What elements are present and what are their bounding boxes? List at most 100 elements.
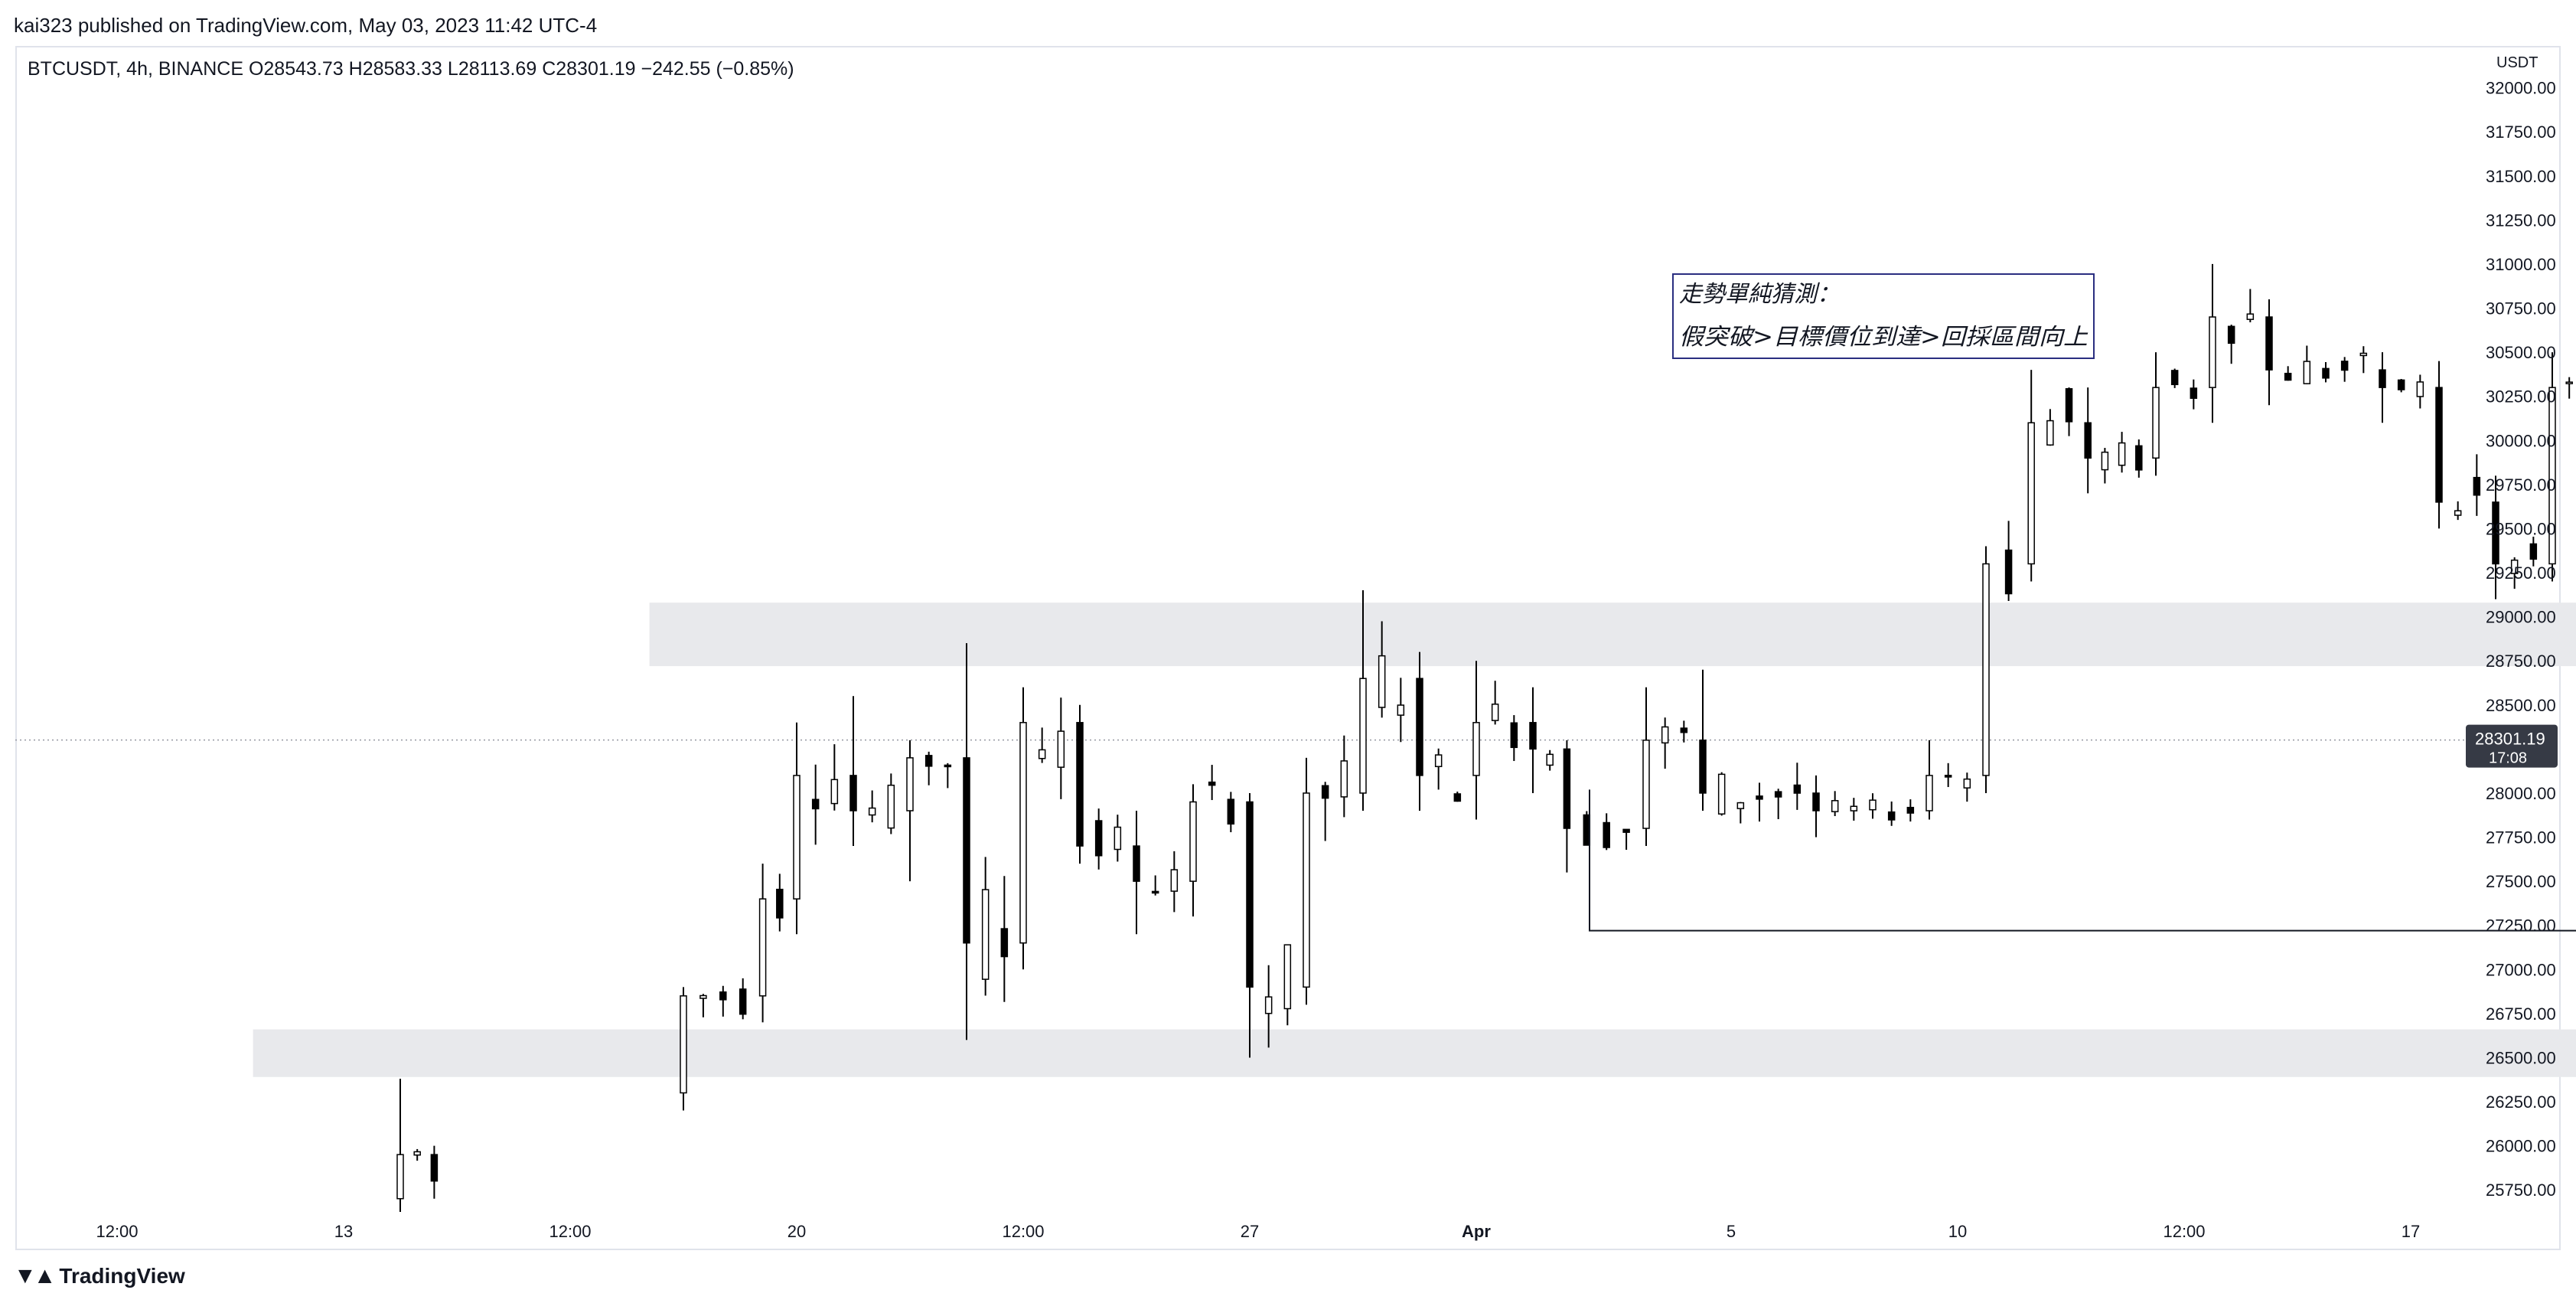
candle-body xyxy=(1283,944,1292,1010)
publisher-line: kai323 published on TradingView.com, May… xyxy=(14,14,598,37)
candle-body xyxy=(1303,792,1310,988)
x-tick-9: 10 xyxy=(1948,1222,1967,1241)
candle-body xyxy=(430,1154,439,1182)
candle-body xyxy=(1717,773,1726,815)
candle-60 xyxy=(1736,802,1745,824)
y-tick-12: 29250.00 xyxy=(2486,563,2556,583)
candle-42 xyxy=(1397,678,1405,743)
candle-body xyxy=(2084,422,2092,459)
candle-body xyxy=(868,807,876,816)
candle-body xyxy=(1472,722,1480,776)
candle-body xyxy=(1151,890,1159,894)
current-price-value: 28301.19 xyxy=(2475,730,2545,749)
candle-99 xyxy=(2473,454,2481,516)
candle-body xyxy=(1661,726,1669,744)
candle-1 xyxy=(396,1079,404,1212)
candle-81 xyxy=(2135,439,2143,478)
candle-36 xyxy=(1283,944,1292,1026)
candle-body xyxy=(2529,543,2538,560)
candle-33 xyxy=(1227,792,1235,833)
candle-104 xyxy=(2565,377,2573,399)
x-tick-10: 12:00 xyxy=(2163,1222,2205,1241)
candle-70 xyxy=(1925,740,1933,820)
candle-74 xyxy=(2004,521,2013,602)
candle-91 xyxy=(2322,362,2330,383)
candle-body xyxy=(1831,800,1839,812)
candle-body xyxy=(2435,387,2443,503)
candle-body xyxy=(1057,730,1065,768)
candle-97 xyxy=(2435,361,2443,529)
y-tick-15: 28500.00 xyxy=(2486,696,2556,715)
candle-54 xyxy=(1622,828,1630,851)
candle-body xyxy=(830,779,839,805)
candle-body xyxy=(2265,316,2273,371)
annotation-line-1: 走勢單純猜測： xyxy=(1679,281,1840,308)
candle-body xyxy=(2510,559,2519,574)
candle-body xyxy=(1416,678,1423,776)
candle-65 xyxy=(1831,791,1839,817)
candle-body xyxy=(2170,370,2179,386)
candle-67 xyxy=(1869,793,1877,819)
candle-body xyxy=(2135,445,2143,471)
candle-28 xyxy=(1133,810,1140,935)
candle-body xyxy=(1359,678,1367,794)
candle-102 xyxy=(2529,537,2538,567)
support-line xyxy=(1589,789,2576,932)
candle-16 xyxy=(906,740,914,882)
candle-5 xyxy=(699,994,707,1017)
candle-body xyxy=(2284,372,2292,381)
candle-body xyxy=(1963,778,1971,789)
x-tick-6: 27 xyxy=(1241,1222,1259,1241)
candle-22 xyxy=(1019,687,1027,970)
candle-body xyxy=(1170,869,1179,892)
y-tick-3: 31500.00 xyxy=(2486,167,2556,186)
candle-body xyxy=(1397,704,1405,716)
x-tick-2: 13 xyxy=(334,1222,353,1241)
candle-body xyxy=(2359,352,2368,357)
candle-body xyxy=(2118,442,2126,466)
y-tick-20: 27250.00 xyxy=(2486,916,2556,936)
candle-body xyxy=(1944,775,1952,778)
candle-40 xyxy=(1359,590,1367,811)
candle-35 xyxy=(1264,965,1273,1048)
candle-41 xyxy=(1378,621,1386,718)
candle-body xyxy=(680,995,687,1094)
candle-4 xyxy=(680,987,687,1111)
tradingview-brand[interactable]: ▼▲ TradingView xyxy=(14,1263,185,1289)
candle-body xyxy=(1982,563,1990,776)
candle-90 xyxy=(2303,345,2311,384)
y-tick-14: 28750.00 xyxy=(2486,652,2556,671)
candle-43 xyxy=(1416,652,1423,811)
y-tick-21: 27000.00 xyxy=(2486,960,2556,979)
candle-body xyxy=(1246,801,1254,988)
candle-96 xyxy=(2416,374,2424,409)
candle-body xyxy=(1563,748,1571,829)
candle-51 xyxy=(1563,740,1571,873)
candle-85 xyxy=(2209,263,2216,423)
y-tick-10: 29750.00 xyxy=(2486,475,2556,495)
candle-59 xyxy=(1717,772,1726,816)
candle-body xyxy=(2340,361,2349,371)
candle-30 xyxy=(1170,851,1179,913)
candle-body xyxy=(1491,704,1499,721)
candle-body xyxy=(2322,367,2330,379)
candle-body xyxy=(1869,799,1877,811)
y-tick-5: 31000.00 xyxy=(2486,255,2556,274)
candle-body xyxy=(1000,928,1009,958)
candle-79 xyxy=(2101,448,2109,484)
y-tick-23: 26500.00 xyxy=(2486,1048,2556,1067)
candle-body xyxy=(2303,361,2311,384)
y-tick-7: 30500.00 xyxy=(2486,343,2556,362)
y-tick-24: 26250.00 xyxy=(2486,1092,2556,1112)
x-tick-7: Apr xyxy=(1462,1222,1491,1241)
candle-body xyxy=(1850,805,1858,812)
candle-25 xyxy=(1076,704,1084,864)
candle-body xyxy=(1622,828,1630,833)
candle-49 xyxy=(1529,687,1537,793)
y-tick-9: 30000.00 xyxy=(2486,431,2556,450)
candle-body xyxy=(2101,451,2109,471)
candle-body xyxy=(758,898,767,997)
candle-body xyxy=(2209,316,2216,388)
zone-1 xyxy=(649,603,2576,667)
